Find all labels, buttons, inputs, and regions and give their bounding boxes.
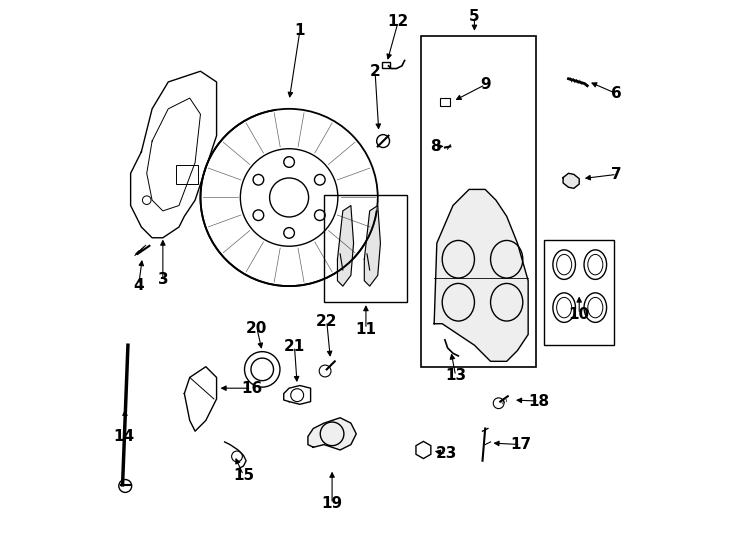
Text: 21: 21 [284,339,305,354]
Text: 18: 18 [528,394,550,409]
Polygon shape [563,173,579,188]
Text: 11: 11 [355,322,377,336]
Text: 3: 3 [158,272,168,287]
Bar [324,195,407,302]
Text: 6: 6 [611,86,622,102]
Text: 23: 23 [436,446,457,461]
Text: 10: 10 [569,307,589,321]
Text: 22: 22 [316,314,338,328]
Polygon shape [338,206,354,286]
Bar [382,62,390,68]
Text: 15: 15 [233,468,254,483]
Text: 2: 2 [370,64,380,79]
Text: 20: 20 [246,321,268,335]
Text: 7: 7 [611,167,622,182]
Polygon shape [364,206,380,286]
Text: 13: 13 [445,368,466,383]
Bar [440,98,450,106]
Text: 9: 9 [480,77,490,92]
Text: 19: 19 [321,496,343,511]
Text: 1: 1 [294,23,305,38]
Text: 17: 17 [510,437,531,452]
Text: 5: 5 [469,9,480,24]
Text: 14: 14 [114,429,135,444]
Text: 12: 12 [388,14,409,29]
Bar [545,240,614,345]
Polygon shape [308,418,356,450]
Text: 16: 16 [241,381,262,396]
Bar [421,36,537,367]
Text: 8: 8 [430,139,441,154]
Text: 4: 4 [134,278,144,293]
Polygon shape [434,190,528,361]
